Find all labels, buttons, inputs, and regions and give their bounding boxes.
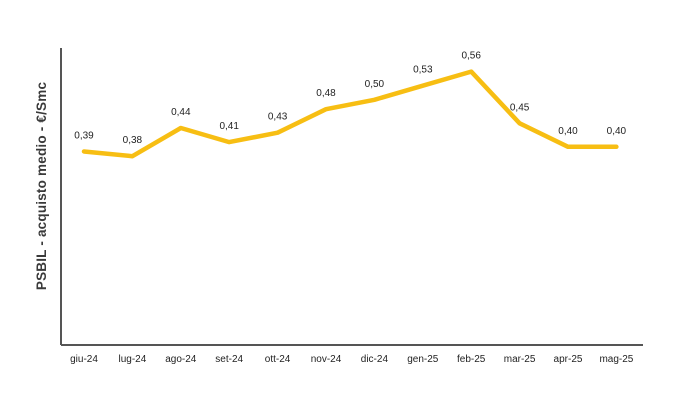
y-axis-label: PSBIL - acquisto medio - €/Smc	[34, 82, 49, 291]
x-tick-label: lug-24	[118, 354, 146, 365]
data-label: 0,44	[171, 107, 191, 118]
data-label: 0,43	[268, 112, 288, 123]
x-tick-label: gen-25	[407, 354, 439, 365]
x-tick-labels: giu-24 lug-24 ago-24 set-24 ott-24 nov-24 dic-…	[70, 354, 634, 365]
data-label: 0,40	[607, 126, 627, 137]
x-tick-label: apr-25	[554, 354, 583, 365]
x-tick-label: mag-25	[599, 354, 633, 365]
data-label: 0,40	[558, 126, 578, 137]
data-label: 0,56	[461, 51, 481, 62]
x-tick-label: feb-25	[457, 354, 486, 365]
data-label: 0,41	[219, 121, 239, 132]
data-label: 0,38	[123, 135, 143, 146]
x-tick-label: ago-24	[165, 354, 197, 365]
x-tick-label: set-24	[215, 354, 243, 365]
x-tick-label: nov-24	[311, 354, 342, 365]
series-line	[81, 69, 619, 159]
data-labels: 0,39 0,38 0,44 0,41 0,43 0,48 0,50 0,53 0,56 0,45…	[74, 51, 626, 147]
data-label: 0,39	[74, 131, 94, 142]
data-label: 0,48	[316, 88, 336, 99]
x-tick-label: mar-25	[504, 354, 536, 365]
data-label: 0,50	[365, 79, 385, 90]
x-tick-label: dic-24	[361, 354, 389, 365]
x-tick-label: ott-24	[265, 354, 291, 365]
x-tick-label: giu-24	[70, 354, 98, 365]
data-label: 0,45	[510, 102, 530, 113]
data-label: 0,53	[413, 65, 433, 76]
